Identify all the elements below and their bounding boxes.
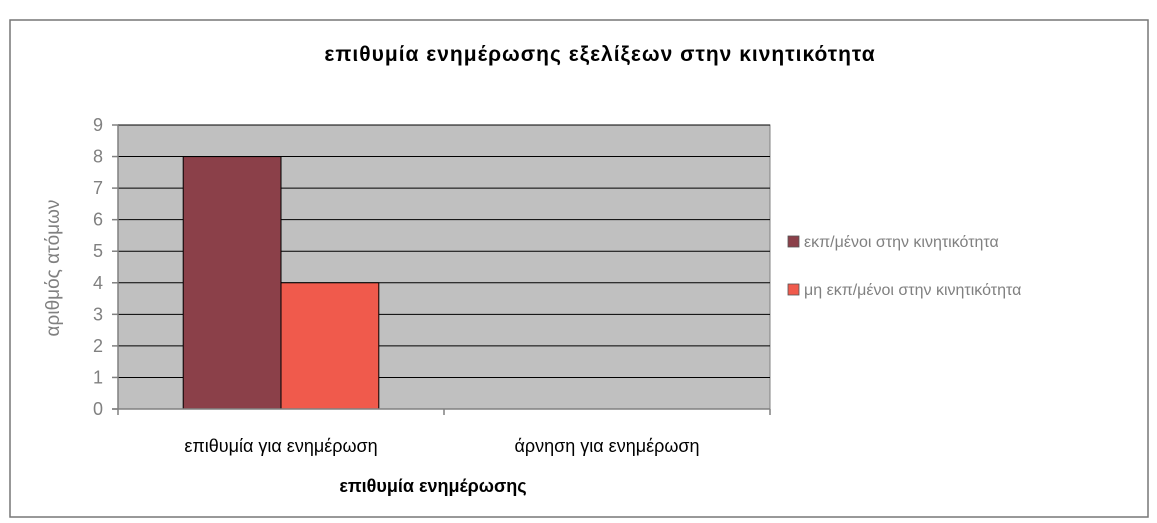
y-tick-label: 1 (93, 367, 103, 387)
y-axis-title: αριθμός ατόμων (43, 200, 64, 337)
legend-swatch (787, 283, 800, 296)
y-tick-label: 2 (93, 336, 103, 356)
bar (182, 156, 282, 410)
legend: εκπ/μένοι στην κινητικότητα μη εκπ/μένοι… (787, 234, 1021, 299)
legend-label: εκπ/μένοι στην κινητικότητα (804, 234, 999, 251)
bars (182, 156, 380, 410)
chart-title: επιθυμία ενημέρωσης εξελίξεων στην κινητ… (324, 43, 875, 66)
category-label: άρνηση για ενημέρωση (514, 436, 699, 456)
y-tick-label: 8 (93, 147, 103, 167)
legend-swatch (787, 235, 800, 248)
y-tick-label: 5 (93, 241, 103, 261)
category-labels: επιθυμία για ενημέρωση άρνηση για ενημέρ… (184, 436, 699, 456)
y-tick-label: 7 (93, 178, 103, 198)
y-tick-label: 9 (93, 115, 103, 135)
bar (280, 282, 380, 410)
y-tick-label: 3 (93, 304, 103, 324)
y-tick-labels: 0 1 2 3 4 5 6 7 8 9 (93, 115, 118, 419)
y-tick-label: 0 (93, 399, 103, 419)
x-axis-title: επιθυμία ενημέρωσης (339, 476, 526, 496)
category-label: επιθυμία για ενημέρωση (184, 436, 377, 456)
y-tick-label: 6 (93, 210, 103, 230)
legend-label: μη εκπ/μένοι στην κινητικότητα (804, 282, 1021, 299)
x-tick-marks (117, 409, 771, 415)
y-tick-label: 4 (93, 273, 103, 293)
